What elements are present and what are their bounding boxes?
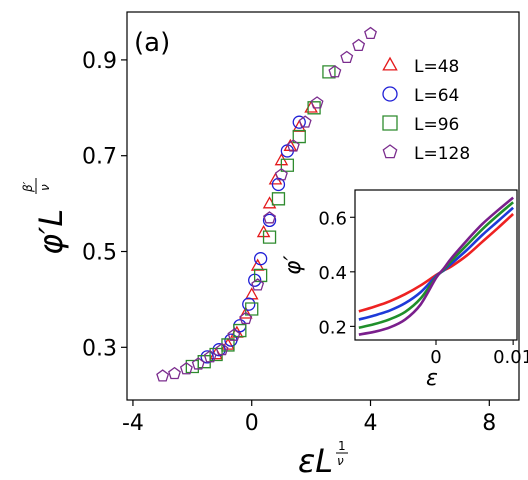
data-point-square — [292, 129, 306, 144]
data-point-pentagon — [215, 342, 229, 356]
data-point-pentagon — [263, 211, 277, 224]
data-point-pentagon — [310, 96, 324, 109]
data-point-square — [307, 101, 321, 115]
data-point-pentagon — [168, 366, 181, 380]
data-point-pentagon — [156, 369, 170, 382]
legend-marker-circle — [382, 86, 398, 102]
data-point-pentagon — [364, 26, 377, 40]
legend: L=48 L=64 L=96 L=128 — [382, 56, 470, 164]
inset-y-axis-label: φ′ — [281, 255, 306, 275]
data-point-square — [197, 355, 211, 369]
svg-text:β′: β′ — [21, 181, 35, 193]
legend-label: L=96 — [414, 115, 459, 135]
main-plot-frame — [126, 11, 520, 401]
data-point-circle — [262, 213, 277, 228]
data-point-square — [262, 230, 277, 244]
inset-y-tick-label: 0.6 — [318, 208, 347, 229]
main-ticks: -4 0 4 8 0.3 0.5 0.7 0.9 — [82, 49, 496, 436]
svg-text:ν: ν — [38, 184, 52, 191]
data-point-square — [322, 65, 336, 79]
data-point-triangle — [304, 100, 318, 113]
legend-marker-pentagon — [382, 144, 398, 159]
inset-x-axis-label: ε — [426, 366, 438, 391]
svg-text:ν: ν — [337, 454, 344, 468]
x-tick-label: 4 — [364, 411, 378, 436]
x-axis-label: εL 1 ν — [298, 439, 348, 480]
data-point-circle — [242, 297, 256, 311]
data-point-circle — [200, 350, 214, 364]
data-point-square — [209, 347, 223, 362]
data-point-pentagon — [328, 65, 342, 78]
legend-marker-triangle — [382, 56, 398, 71]
panel-label: (a) — [134, 28, 170, 58]
data-point-pentagon — [340, 50, 354, 64]
data-point-square — [245, 302, 259, 316]
data-point-pentagon — [227, 328, 241, 341]
y-tick-label: 0.7 — [82, 145, 117, 170]
svg-text:1: 1 — [338, 439, 346, 453]
x-tick-label: 8 — [482, 411, 496, 436]
x-tick-label: 0 — [245, 411, 259, 436]
svg-text:φ′L: φ′L — [32, 209, 70, 255]
data-point-pentagon — [274, 168, 288, 181]
data-point-pentagon — [191, 357, 205, 370]
inset-frame — [354, 189, 518, 341]
y-tick-label: 0.5 — [82, 241, 117, 266]
data-point-triangle — [262, 196, 277, 209]
data-point-circle — [292, 115, 306, 129]
data-point-square — [280, 158, 295, 172]
legend-label: L=48 — [414, 57, 459, 77]
data-point-pentagon — [239, 311, 253, 325]
inset-y-tick-label: 0.4 — [318, 263, 347, 284]
data-point-pentagon — [352, 38, 366, 52]
data-point-square — [233, 323, 247, 338]
legend-label: L=64 — [414, 86, 459, 106]
data-point-triangle — [238, 306, 253, 319]
y-tick-label: 0.9 — [82, 49, 117, 74]
main-points — [156, 26, 377, 382]
inset-y-tick-label: 0.2 — [318, 317, 347, 338]
data-point-square — [253, 268, 268, 283]
data-point-pentagon — [298, 115, 312, 128]
svg-text:εL: εL — [298, 442, 333, 480]
inset-series-line — [358, 196, 514, 336]
legend-label: L=128 — [414, 144, 470, 164]
data-point-pentagon — [286, 139, 300, 152]
inset-ticks: 0 0.01 0.2 0.4 0.6 — [318, 208, 528, 368]
y-tick-label: 0.3 — [82, 336, 117, 361]
x-tick-label: -4 — [122, 411, 144, 436]
data-point-circle — [212, 343, 226, 357]
legend-marker-square — [382, 115, 398, 131]
inset-x-tick-label: 0.01 — [493, 347, 528, 368]
data-point-circle — [253, 252, 268, 266]
inset-x-tick-label: 0 — [430, 347, 441, 368]
inset-lines — [358, 196, 515, 336]
y-axis-label: φ′L β′ ν — [21, 178, 70, 255]
data-point-pentagon — [203, 350, 217, 363]
data-point-square — [271, 192, 286, 206]
data-point-circle — [271, 177, 286, 192]
data-point-pentagon — [179, 362, 193, 375]
data-point-pentagon — [251, 278, 265, 291]
